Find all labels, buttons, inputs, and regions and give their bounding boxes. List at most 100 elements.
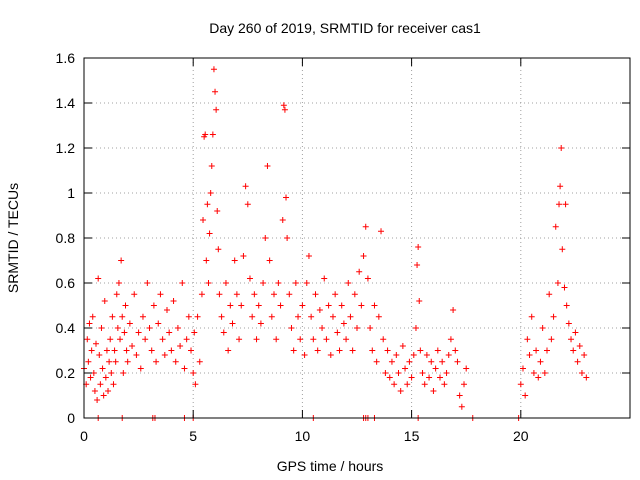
data-point — [578, 370, 585, 376]
data-point — [421, 381, 428, 388]
data-point — [146, 325, 153, 331]
data-point — [570, 347, 577, 354]
data-point — [410, 352, 417, 358]
data-point — [194, 313, 201, 320]
data-point — [174, 325, 181, 331]
data-point — [321, 275, 328, 282]
data-point — [423, 352, 430, 358]
data-point — [200, 217, 207, 223]
data-point — [202, 131, 209, 138]
data-point — [203, 257, 210, 264]
grid — [84, 58, 630, 418]
data-point — [554, 280, 561, 286]
y-tick-label: 0.4 — [56, 320, 76, 336]
data-point — [347, 313, 354, 320]
data-point — [137, 365, 144, 372]
data-point — [110, 381, 117, 388]
data-point — [218, 313, 225, 320]
data-point — [119, 313, 126, 320]
data-point — [185, 313, 192, 320]
data-point — [139, 313, 146, 320]
data-point — [89, 313, 96, 320]
data-point — [452, 347, 459, 354]
data-point — [436, 374, 443, 381]
data-point — [535, 374, 542, 381]
data-point — [260, 280, 267, 286]
data-point — [85, 358, 92, 365]
data-point — [583, 374, 590, 381]
data-point — [106, 358, 113, 365]
data-point — [183, 336, 190, 343]
y-tick-label: 0.6 — [56, 275, 76, 291]
data-point — [238, 302, 245, 309]
data-point — [432, 365, 439, 372]
data-point — [244, 201, 251, 208]
data-point — [332, 291, 339, 298]
data-point — [271, 291, 278, 298]
data-point — [325, 302, 332, 309]
data-point — [94, 397, 101, 403]
data-point — [354, 325, 360, 331]
x-axis-ticks: 0 5 10 15 20 — [80, 58, 529, 444]
data-point — [558, 145, 565, 151]
data-point — [576, 343, 583, 349]
data-point — [415, 244, 422, 250]
data-point — [395, 370, 402, 376]
data-point — [310, 336, 317, 343]
data-point — [445, 352, 452, 358]
data-point — [249, 313, 256, 320]
data-point — [124, 358, 131, 365]
data-point — [334, 329, 341, 336]
x-tick-label: 15 — [404, 428, 420, 444]
data-point — [450, 307, 457, 313]
data-point — [295, 313, 302, 320]
data-point — [283, 194, 290, 201]
data-point — [375, 313, 382, 320]
data-point — [416, 298, 423, 304]
data-point — [115, 280, 122, 286]
data-point — [231, 257, 238, 264]
data-point — [236, 336, 243, 343]
data-point — [102, 374, 109, 381]
data-point — [284, 235, 291, 241]
data-point — [103, 347, 110, 354]
data-point — [105, 388, 112, 394]
data-point — [393, 352, 400, 358]
data-point — [177, 343, 184, 349]
data-point — [210, 66, 217, 73]
data-point — [314, 347, 321, 354]
data-point — [84, 336, 91, 343]
data-point — [443, 370, 450, 376]
data-point — [572, 329, 579, 336]
data-point — [329, 313, 336, 320]
data-point — [428, 358, 435, 365]
data-point — [227, 302, 234, 309]
data-point — [109, 313, 116, 320]
data-point — [229, 320, 236, 327]
data-point — [117, 336, 124, 343]
data-point — [402, 365, 409, 372]
data-point — [161, 352, 168, 358]
data-point — [181, 365, 188, 372]
data-point — [188, 347, 195, 354]
data-point — [225, 347, 232, 354]
data-point — [404, 381, 411, 388]
data-point — [345, 280, 352, 286]
data-point — [212, 88, 219, 95]
data-point — [135, 329, 142, 336]
data-point — [266, 257, 273, 264]
data-point — [157, 291, 164, 298]
data-point — [121, 329, 128, 336]
data-point — [273, 336, 280, 343]
data-point — [253, 336, 260, 343]
data-point — [114, 325, 121, 331]
data-point — [524, 336, 531, 343]
data-point — [308, 313, 315, 320]
data-point — [336, 347, 343, 354]
data-point — [179, 280, 186, 286]
data-point — [561, 284, 568, 291]
data-point — [526, 352, 533, 358]
data-point — [142, 336, 149, 343]
data-point — [108, 370, 115, 376]
